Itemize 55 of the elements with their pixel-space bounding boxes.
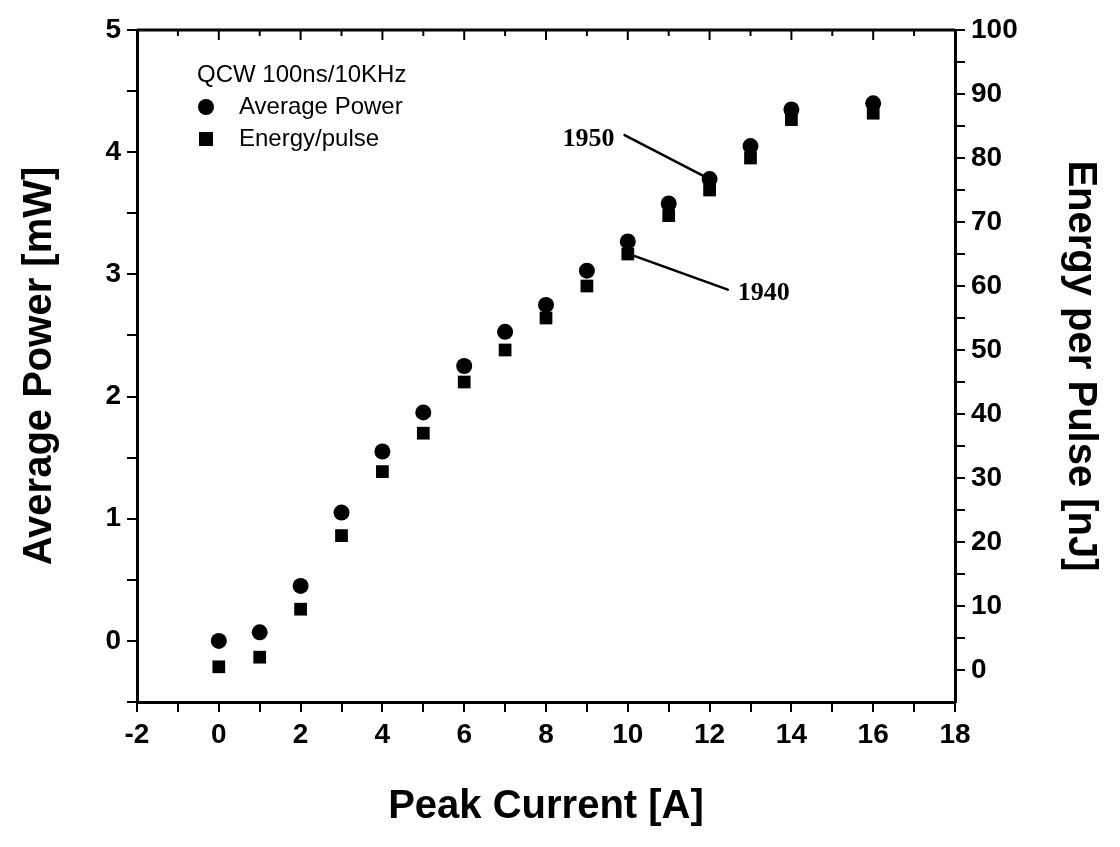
y2-tick-label: 100 [971,12,1018,44]
annotation: 1940 [737,277,790,307]
point [292,577,309,594]
point [619,233,636,250]
y2-tick-label: 70 [971,204,1003,236]
x-tick-label: 2 [292,717,309,749]
point [660,195,677,212]
y2-tick-label: 80 [971,140,1003,172]
point [210,632,227,649]
x-tick-label: 12 [694,717,726,749]
x-tick-label: 4 [374,717,391,749]
y2-tick-label: 20 [971,524,1003,556]
y-tick-label: 0 [105,623,121,655]
y2-tick-label: 50 [971,332,1003,364]
point [253,650,267,664]
legend-title: QCW 100ns/10KHz [197,59,407,87]
x-tick-label: 16 [857,717,889,749]
point [251,624,268,641]
point [333,504,350,521]
legend-label: Average Power [239,91,403,119]
y-axis-title: Average Power [mW] [15,166,60,566]
point [376,465,389,478]
x-tick-label: -2 [124,717,150,749]
legend-label: Energy/pulse [239,123,380,151]
y2-tick-label: 10 [971,588,1003,620]
y-tick-label: 3 [105,257,121,289]
point [578,262,595,279]
x-tick-label: 6 [456,717,472,749]
point [416,426,430,440]
y-tick-label: 5 [105,12,121,44]
x-axis-title: Peak Current [A] [388,782,704,827]
point [538,296,554,313]
y2-tick-label: 60 [971,268,1003,300]
x-tick-label: 0 [211,717,227,749]
y-tick-label: 4 [105,134,122,166]
x-tick-label: 18 [939,717,971,749]
y2-tick-label: 30 [971,460,1003,492]
y2-tick-label: 40 [971,396,1003,428]
y-tick-label: 2 [105,379,121,411]
point [456,358,473,374]
point [415,404,432,421]
point [335,529,348,542]
point [457,375,471,389]
point [374,443,391,460]
point [497,323,514,340]
point [212,660,226,674]
x-tick-label: 8 [538,717,554,749]
point [294,602,307,616]
y2-tick-label: 90 [971,76,1003,108]
y2-axis-title: Energy per Pulse [nJ] [1060,160,1105,572]
annotation: 1950 [562,122,615,152]
x-tick-label: 14 [775,717,808,749]
x-tick-label: 10 [612,717,644,749]
y2-tick-label: 0 [971,652,987,684]
y-tick-label: 1 [105,501,121,533]
